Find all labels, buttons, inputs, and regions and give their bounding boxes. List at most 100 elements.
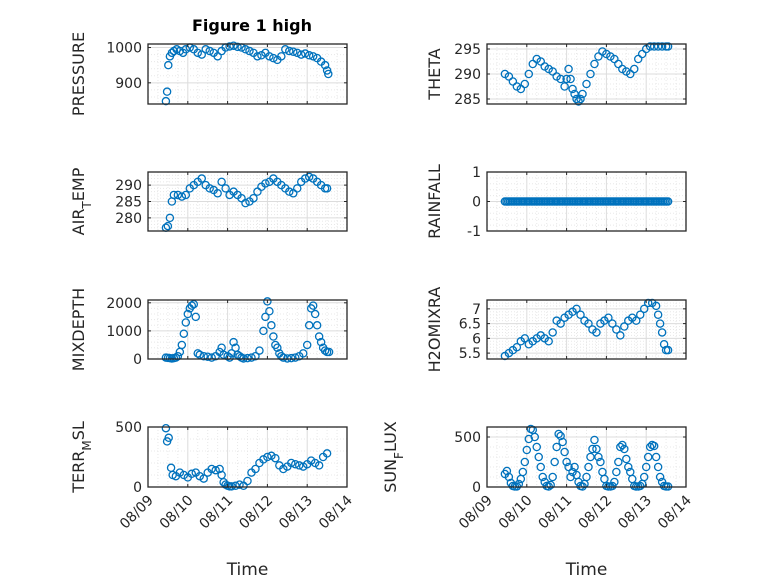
data-point xyxy=(639,304,649,314)
data-point xyxy=(574,97,583,106)
y-tick-label: 5.5 xyxy=(459,346,481,362)
data-point xyxy=(586,452,595,462)
data-point xyxy=(556,431,565,441)
data-point xyxy=(614,457,623,467)
data-point xyxy=(291,459,300,469)
data-point xyxy=(554,429,563,439)
data-point xyxy=(524,69,534,79)
y-tick-label: 295 xyxy=(454,42,481,58)
data-point xyxy=(653,462,663,472)
data-point xyxy=(538,472,547,482)
data-point xyxy=(163,221,173,231)
y-tick-label: 290 xyxy=(454,67,481,83)
data-point xyxy=(312,321,322,330)
data-point xyxy=(322,184,332,193)
data-point xyxy=(179,329,189,338)
data-point xyxy=(296,50,306,59)
data-point xyxy=(641,462,651,472)
data-point xyxy=(635,310,645,319)
data-point xyxy=(203,352,212,361)
data-point xyxy=(564,64,573,74)
data-point xyxy=(187,301,197,310)
y-tick-label: -1 xyxy=(467,224,481,240)
data-point xyxy=(225,42,234,51)
y-tick-label: 1 xyxy=(472,165,481,181)
data-point xyxy=(616,442,625,452)
data-point xyxy=(255,346,264,355)
data-point xyxy=(302,340,312,350)
data-point xyxy=(207,464,216,474)
y-tick-label: 7 xyxy=(472,302,481,318)
data-point xyxy=(183,309,193,319)
data-point xyxy=(635,481,645,491)
data-point xyxy=(649,441,659,451)
data-point xyxy=(556,74,565,84)
data-point xyxy=(534,452,543,462)
data-point xyxy=(227,349,236,358)
y-tick-label: 290 xyxy=(115,178,142,194)
y-tick-label: 6 xyxy=(472,331,481,347)
data-point xyxy=(233,42,242,52)
data-point xyxy=(314,461,324,470)
data-point xyxy=(520,334,530,343)
data-point xyxy=(532,442,542,452)
data-point xyxy=(292,184,302,193)
data-point xyxy=(502,466,512,476)
data-point xyxy=(197,50,206,59)
y-tick-label: 285 xyxy=(115,195,142,211)
data-point xyxy=(207,353,216,362)
data-point xyxy=(566,472,575,482)
chart-title: Figure 1 high xyxy=(192,16,312,35)
y-axis-label: MIXDEPTH xyxy=(69,288,88,371)
y-axis-label: SUNFLUX xyxy=(381,421,406,493)
y-tick-label: 280 xyxy=(115,211,142,227)
data-point xyxy=(576,94,585,104)
data-point xyxy=(653,310,663,319)
data-point xyxy=(320,60,330,70)
data-point xyxy=(279,353,288,362)
data-point xyxy=(655,472,665,482)
data-point xyxy=(657,42,667,51)
data-point xyxy=(608,319,617,328)
data-point xyxy=(263,297,272,306)
data-point xyxy=(213,52,222,61)
axes-box xyxy=(486,299,687,360)
data-point xyxy=(572,94,581,104)
data-point xyxy=(308,301,318,310)
panel-1: 900 1000 PRESSURE xyxy=(69,32,348,116)
data-point xyxy=(221,184,230,193)
data-point xyxy=(566,74,575,84)
data-point xyxy=(161,96,171,106)
data-point xyxy=(300,49,310,58)
data-point xyxy=(520,457,530,467)
data-point xyxy=(590,59,599,69)
y-axis-label: PRESSURE xyxy=(69,32,88,116)
data-point xyxy=(164,433,173,443)
data-point xyxy=(173,351,183,361)
data-point xyxy=(604,313,613,322)
data-point xyxy=(572,304,581,314)
data-point xyxy=(624,462,633,472)
data-point xyxy=(261,179,270,188)
y-axis-label: RAINFALL xyxy=(425,164,444,239)
data-point xyxy=(269,332,278,341)
data-point xyxy=(586,69,595,79)
data-point xyxy=(263,452,272,462)
data-point xyxy=(524,434,534,444)
data-point xyxy=(289,47,298,57)
data-point xyxy=(324,69,333,79)
data-point xyxy=(584,462,593,472)
data-point xyxy=(269,53,278,63)
data-point xyxy=(243,353,252,363)
data-point xyxy=(655,319,665,328)
data-point xyxy=(215,464,224,474)
data-point xyxy=(177,340,187,350)
data-point xyxy=(231,481,240,491)
data-point xyxy=(247,353,256,362)
data-point xyxy=(556,319,565,328)
y-tick-label: 2000 xyxy=(106,296,142,312)
data-point xyxy=(504,472,514,482)
data-point xyxy=(201,45,210,54)
data-point xyxy=(324,347,334,357)
